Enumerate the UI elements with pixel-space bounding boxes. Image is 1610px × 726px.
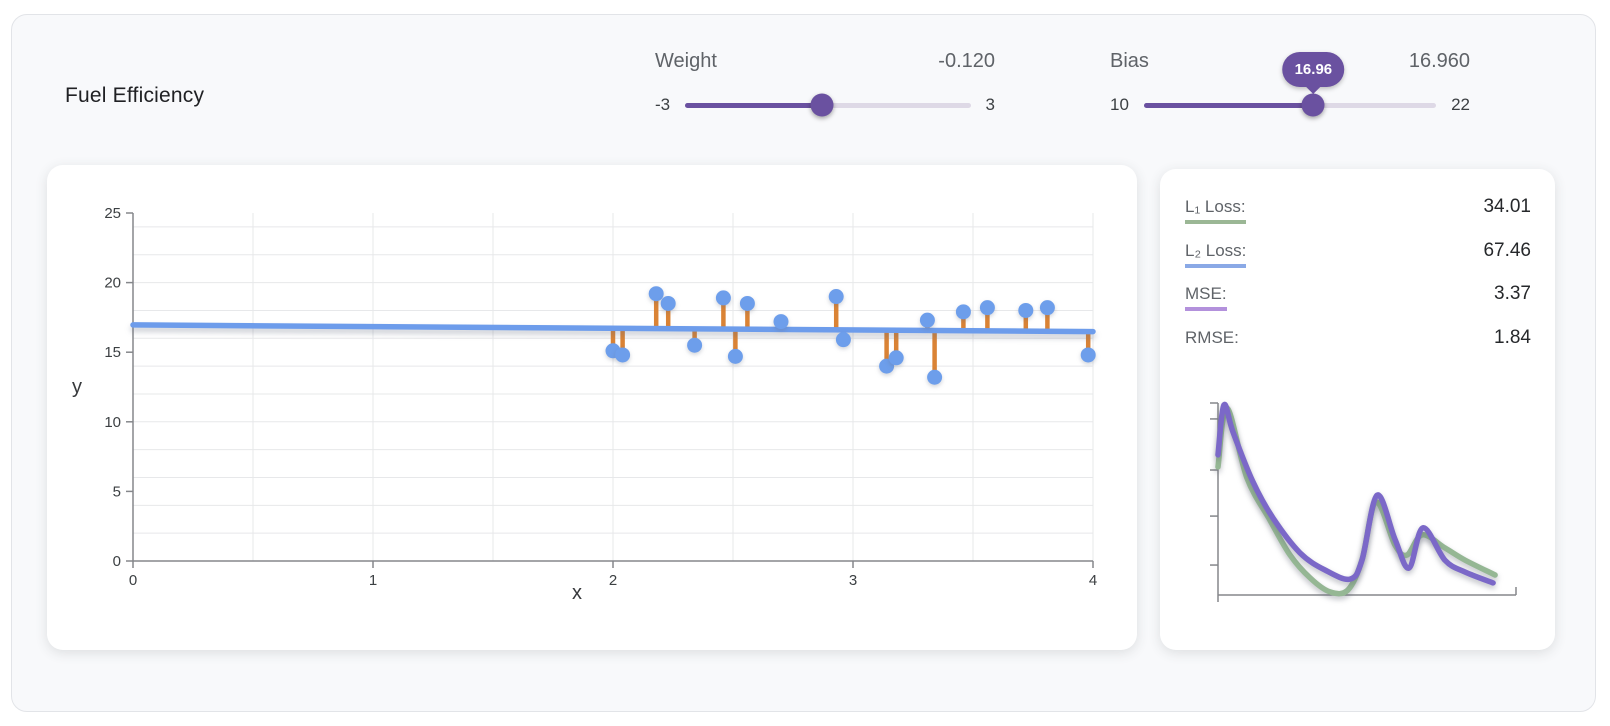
bias-max-label: 22	[1451, 95, 1470, 114]
page-title: Fuel Efficiency	[65, 84, 205, 107]
svg-text:0: 0	[113, 553, 121, 570]
mse-value: 3.37	[1494, 283, 1531, 304]
weight-slider-group: Weight -0.120 -3 3	[655, 50, 995, 117]
mse-row: MSE: 3.37	[1185, 283, 1531, 311]
bias-tooltip-value: 16.96	[1294, 60, 1333, 78]
l2-loss-label: L₂ Loss:	[1185, 241, 1247, 268]
l1-loss-label: L₁ Loss:	[1185, 197, 1246, 224]
l1-loss-row: L₁ Loss: 34.01	[1185, 196, 1531, 224]
svg-text:10: 10	[104, 414, 121, 431]
bias-slider-thumb[interactable]	[1301, 93, 1325, 117]
svg-text:0: 0	[129, 572, 137, 589]
l2-loss-row: L₂ Loss: 67.46	[1185, 240, 1531, 268]
svg-text:25: 25	[104, 205, 121, 222]
loss-history-chart	[1210, 401, 1517, 602]
weight-min-label: -3	[655, 95, 671, 114]
weight-label: Weight	[655, 50, 717, 72]
svg-text:3: 3	[849, 572, 857, 589]
svg-text:4: 4	[1089, 572, 1097, 589]
weight-max-label: 3	[985, 95, 995, 114]
bias-label: Bias	[1110, 50, 1149, 72]
weight-slider-fill	[685, 102, 823, 108]
svg-text:20: 20	[104, 275, 121, 292]
svg-text:x: x	[572, 582, 582, 604]
weight-slider-track[interactable]	[685, 93, 971, 117]
scatter-chart: 0 5 10 15 20 25 0 1 2 3 4 y x	[72, 205, 1097, 604]
bias-min-label: 10	[1110, 95, 1129, 114]
bias-value: 16.960	[1408, 50, 1470, 72]
svg-text:5: 5	[113, 483, 121, 500]
loss-panel-card: L₁ Loss: 34.01 L₂ Loss: 67.46 MSE: 3.37 …	[1160, 169, 1555, 650]
l2-loss-value: 67.46	[1483, 240, 1531, 261]
l1-loss-value: 34.01	[1483, 196, 1531, 217]
bias-slider-group: Bias 16.960 10 16.96 22	[1110, 50, 1470, 117]
svg-text:y: y	[72, 376, 82, 398]
bias-tooltip: 16.96	[1282, 51, 1345, 87]
rmse-row: RMSE: 1.84	[1185, 327, 1531, 353]
weight-value: -0.120	[938, 50, 995, 72]
scatter-chart-card: 0 5 10 15 20 25 0 1 2 3 4 y x	[47, 165, 1137, 650]
rmse-value: 1.84	[1494, 327, 1531, 348]
mse-label: MSE:	[1185, 284, 1227, 311]
weight-slider-thumb[interactable]	[810, 93, 834, 117]
svg-text:2: 2	[609, 572, 617, 589]
bias-slider-fill	[1143, 102, 1314, 108]
svg-text:15: 15	[104, 344, 121, 361]
rmse-label: RMSE:	[1185, 328, 1239, 347]
svg-text:1: 1	[369, 572, 377, 589]
bias-slider-track[interactable]: 16.96	[1143, 51, 1437, 117]
